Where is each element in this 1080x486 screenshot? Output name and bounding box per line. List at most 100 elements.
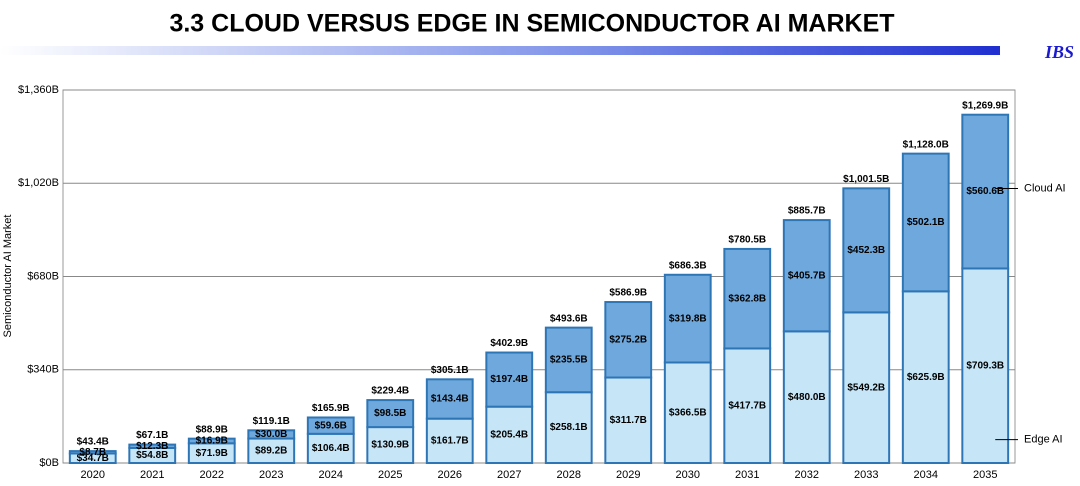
x-tick-label: 2029 <box>616 469 640 481</box>
data-label: $106.4B <box>312 443 350 454</box>
y-tick-label: $0B <box>39 457 59 469</box>
x-tick-label: 2024 <box>319 469 343 481</box>
data-label: $362.8B <box>728 293 766 304</box>
bar-segment <box>485 405 534 464</box>
bar-segment <box>544 326 593 394</box>
total-label: $165.9B <box>312 403 350 414</box>
data-label: $258.1B <box>550 422 588 433</box>
data-label: $560.6B <box>966 186 1004 197</box>
bar-segment <box>485 351 534 408</box>
total-label: $586.9B <box>609 288 647 299</box>
total-label: $493.6B <box>550 313 588 324</box>
bar-segment <box>187 437 236 445</box>
data-label: $549.2B <box>847 382 885 393</box>
bar-segment <box>842 187 891 314</box>
data-label: $71.9B <box>196 448 228 459</box>
chart-title: 3.3 CLOUD VERSUS EDGE IN SEMICONDUCTOR A… <box>169 10 894 38</box>
legend-label: Cloud AI <box>1024 182 1066 194</box>
x-tick-label: 2025 <box>378 469 402 481</box>
total-label: $88.9B <box>196 424 228 435</box>
bar-segment <box>366 399 415 429</box>
bar-segment <box>604 301 653 379</box>
logo: IBS <box>1044 42 1074 62</box>
bar-segment <box>425 417 474 464</box>
bar-segment <box>604 376 653 464</box>
x-tick-label: 2034 <box>914 469 938 481</box>
bar-segment <box>306 416 355 435</box>
total-label: $43.4B <box>77 437 109 448</box>
data-label: $130.9B <box>371 440 409 451</box>
bar-segment <box>901 152 950 293</box>
data-label: $161.7B <box>431 435 469 446</box>
bar-segment <box>544 391 593 464</box>
x-tick-label: 2031 <box>735 469 759 481</box>
total-label: $1,269.9B <box>962 100 1008 111</box>
x-tick-label: 2021 <box>140 469 164 481</box>
y-tick-label: $680B <box>27 270 59 282</box>
bar-segment <box>366 426 415 465</box>
data-label: $8.7B <box>79 447 106 458</box>
data-label: $12.3B <box>136 441 168 452</box>
bar-segment <box>961 113 1010 270</box>
x-tick-label: 2022 <box>200 469 224 481</box>
bar-segment <box>247 429 296 440</box>
data-label: $502.1B <box>907 217 945 228</box>
y-axis-label: Semiconductor AI Market <box>2 215 14 338</box>
data-label: $452.3B <box>847 245 885 256</box>
data-label: $275.2B <box>609 334 647 345</box>
total-label: $885.7B <box>788 206 826 217</box>
data-label: $311.7B <box>610 415 647 426</box>
total-label: $119.1B <box>253 416 290 427</box>
x-tick-label: 2027 <box>497 469 521 481</box>
data-label: $197.4B <box>490 374 528 385</box>
total-label: $780.5B <box>728 235 766 246</box>
x-tick-label: 2028 <box>557 469 581 481</box>
bar-segment <box>68 450 117 455</box>
total-label: $229.4B <box>371 386 409 397</box>
x-tick-label: 2020 <box>81 469 105 481</box>
data-label: $235.5B <box>550 355 588 366</box>
data-label: $319.8B <box>669 313 707 324</box>
y-tick-label: $340B <box>27 364 59 376</box>
data-label: $16.9B <box>196 436 228 447</box>
x-tick-label: 2026 <box>438 469 462 481</box>
x-tick-label: 2032 <box>795 469 819 481</box>
x-tick-label: 2035 <box>973 469 997 481</box>
data-label: $98.5B <box>374 408 406 419</box>
x-tick-label: 2030 <box>676 469 700 481</box>
y-tick-label: $1,360B <box>18 84 59 96</box>
x-tick-label: 2033 <box>854 469 878 481</box>
bar-segment <box>782 330 831 464</box>
data-label: $54.8B <box>136 450 168 461</box>
bar-segment <box>782 219 831 333</box>
total-label: $305.1B <box>431 365 469 376</box>
bar-segment <box>663 273 712 364</box>
total-label: $67.1B <box>136 430 168 441</box>
data-label: $34.7B <box>77 453 109 464</box>
data-label: $59.6B <box>315 420 347 431</box>
bar-segment <box>425 378 474 420</box>
legend-label: Edge AI <box>1024 434 1063 446</box>
data-label: $405.7B <box>788 270 826 281</box>
bar-segment <box>247 437 296 464</box>
bar-segment <box>842 311 891 464</box>
bar-segment <box>663 361 712 465</box>
total-label: $686.3B <box>669 260 707 271</box>
total-label: $1,128.0B <box>903 139 949 150</box>
total-label: $402.9B <box>490 338 528 349</box>
data-label: $366.5B <box>669 407 707 418</box>
bar-segment <box>128 443 177 449</box>
total-label: $1,001.5B <box>843 174 889 185</box>
data-label: $480.0B <box>788 392 826 403</box>
data-label: $89.2B <box>255 445 287 456</box>
bar-segment <box>901 290 950 464</box>
data-label: $417.7B <box>728 400 766 411</box>
data-label: $30.0B <box>255 429 287 440</box>
x-tick-label: 2023 <box>259 469 283 481</box>
y-tick-label: $1,020B <box>18 177 59 189</box>
data-label: $709.3B <box>966 360 1004 371</box>
data-label: $205.4B <box>490 429 528 440</box>
bar-segment <box>723 247 772 350</box>
data-label: $143.4B <box>431 394 469 405</box>
